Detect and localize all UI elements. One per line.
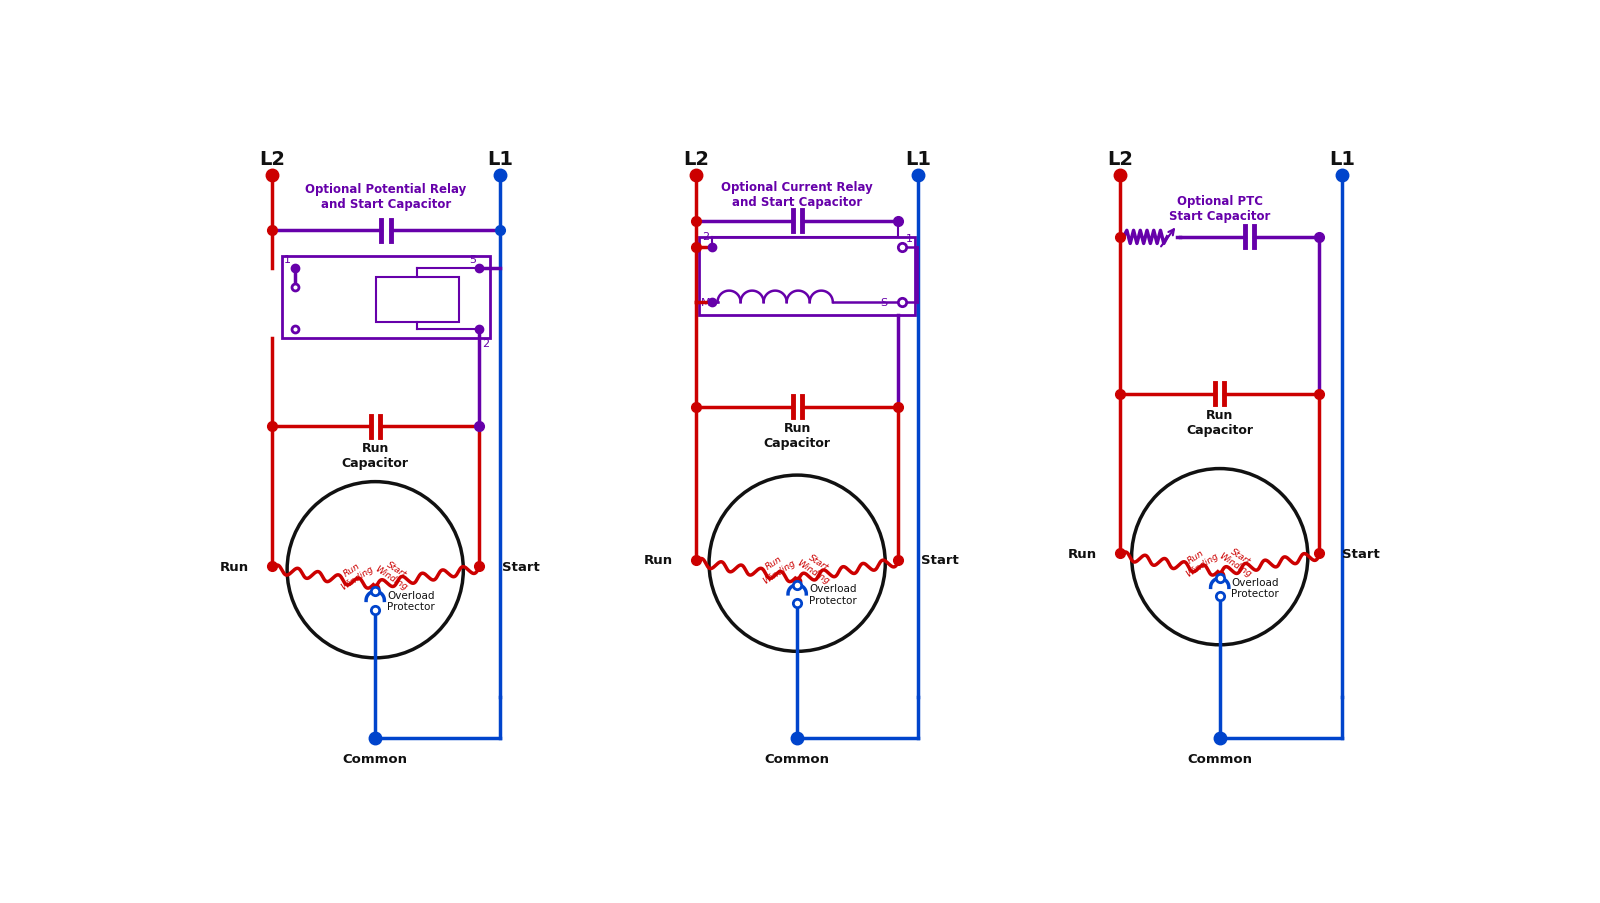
Text: Optional Potential Relay
and Start Capacitor: Optional Potential Relay and Start Capac… — [306, 183, 467, 211]
Text: L2: L2 — [683, 150, 709, 169]
Text: Run: Run — [645, 554, 674, 567]
Text: 2: 2 — [702, 232, 709, 242]
Bar — [699, 237, 915, 316]
Text: Run
Winding: Run Winding — [334, 555, 374, 591]
Text: Start
Winding: Start Winding — [1218, 542, 1259, 579]
Text: Run: Run — [1069, 547, 1098, 560]
Text: Start: Start — [922, 554, 958, 567]
Text: L2: L2 — [259, 150, 285, 169]
Bar — [376, 277, 459, 322]
Text: Run
Winding: Run Winding — [755, 549, 797, 585]
Text: Run
Capacitor: Run Capacitor — [1186, 408, 1253, 436]
Text: 1: 1 — [285, 255, 291, 265]
Text: Run
Winding: Run Winding — [1178, 542, 1219, 579]
Text: M: M — [701, 298, 710, 308]
Text: Run
Capacitor: Run Capacitor — [763, 422, 830, 450]
Text: Run: Run — [219, 561, 250, 573]
Text: Overload
Protector: Overload Protector — [810, 583, 856, 605]
Bar — [282, 257, 491, 339]
Text: L1: L1 — [906, 150, 931, 169]
Text: L1: L1 — [1330, 150, 1355, 169]
Text: Start
Winding: Start Winding — [795, 549, 837, 585]
Text: Start: Start — [1342, 547, 1379, 560]
Text: 2: 2 — [483, 339, 490, 349]
Text: Common: Common — [765, 752, 830, 766]
Text: Run
Capacitor: Run Capacitor — [342, 441, 408, 469]
Text: L1: L1 — [488, 150, 514, 169]
Text: Overload
Protector: Overload Protector — [1232, 577, 1280, 599]
Text: L2: L2 — [1107, 150, 1133, 169]
Text: Optional PTC
Start Capacitor: Optional PTC Start Capacitor — [1170, 194, 1270, 222]
Text: Common: Common — [1187, 752, 1253, 766]
Text: 1: 1 — [906, 234, 912, 244]
Text: 5: 5 — [469, 255, 477, 265]
Text: Optional Current Relay
and Start Capacitor: Optional Current Relay and Start Capacit… — [722, 182, 874, 209]
Text: Overload
Protector: Overload Protector — [387, 590, 435, 611]
Text: Common: Common — [342, 752, 408, 766]
Text: Start
Winding: Start Winding — [373, 555, 414, 591]
Text: Start: Start — [501, 561, 539, 573]
Text: S: S — [880, 298, 888, 308]
